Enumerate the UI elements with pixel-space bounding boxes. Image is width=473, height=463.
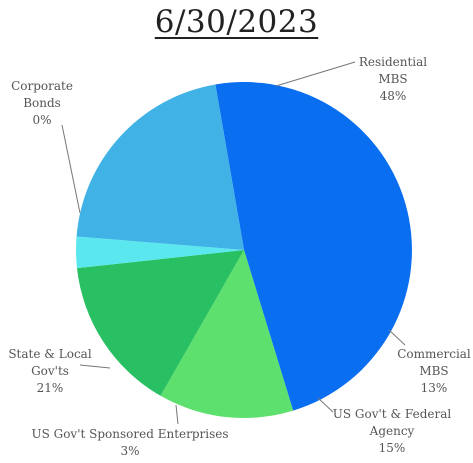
pie-slice: [76, 250, 245, 396]
slice-label: State & Local Gov'ts 21%: [8, 347, 92, 395]
leader-line: [79, 364, 111, 369]
leader-line: [61, 124, 81, 214]
slice-label: Residential MBS 48%: [359, 55, 427, 103]
slice-label: US Gov't & Federal Agency 15%: [333, 407, 452, 455]
pie-slice: [215, 82, 412, 411]
slice-label: Corporate Bonds 0%: [11, 79, 73, 127]
pie-slice: [76, 84, 244, 251]
leader-line: [317, 397, 334, 413]
pie-slice: [160, 250, 294, 418]
chart-title: 6/30/2023: [154, 4, 319, 40]
leader-line: [388, 329, 406, 346]
pie-slice: [76, 236, 244, 269]
leader-line: [275, 61, 356, 87]
slice-label: US Gov't Sponsored Enterprises 3%: [31, 427, 228, 458]
slice-label: Commercial MBS 13%: [397, 347, 471, 395]
leader-line: [175, 404, 179, 425]
